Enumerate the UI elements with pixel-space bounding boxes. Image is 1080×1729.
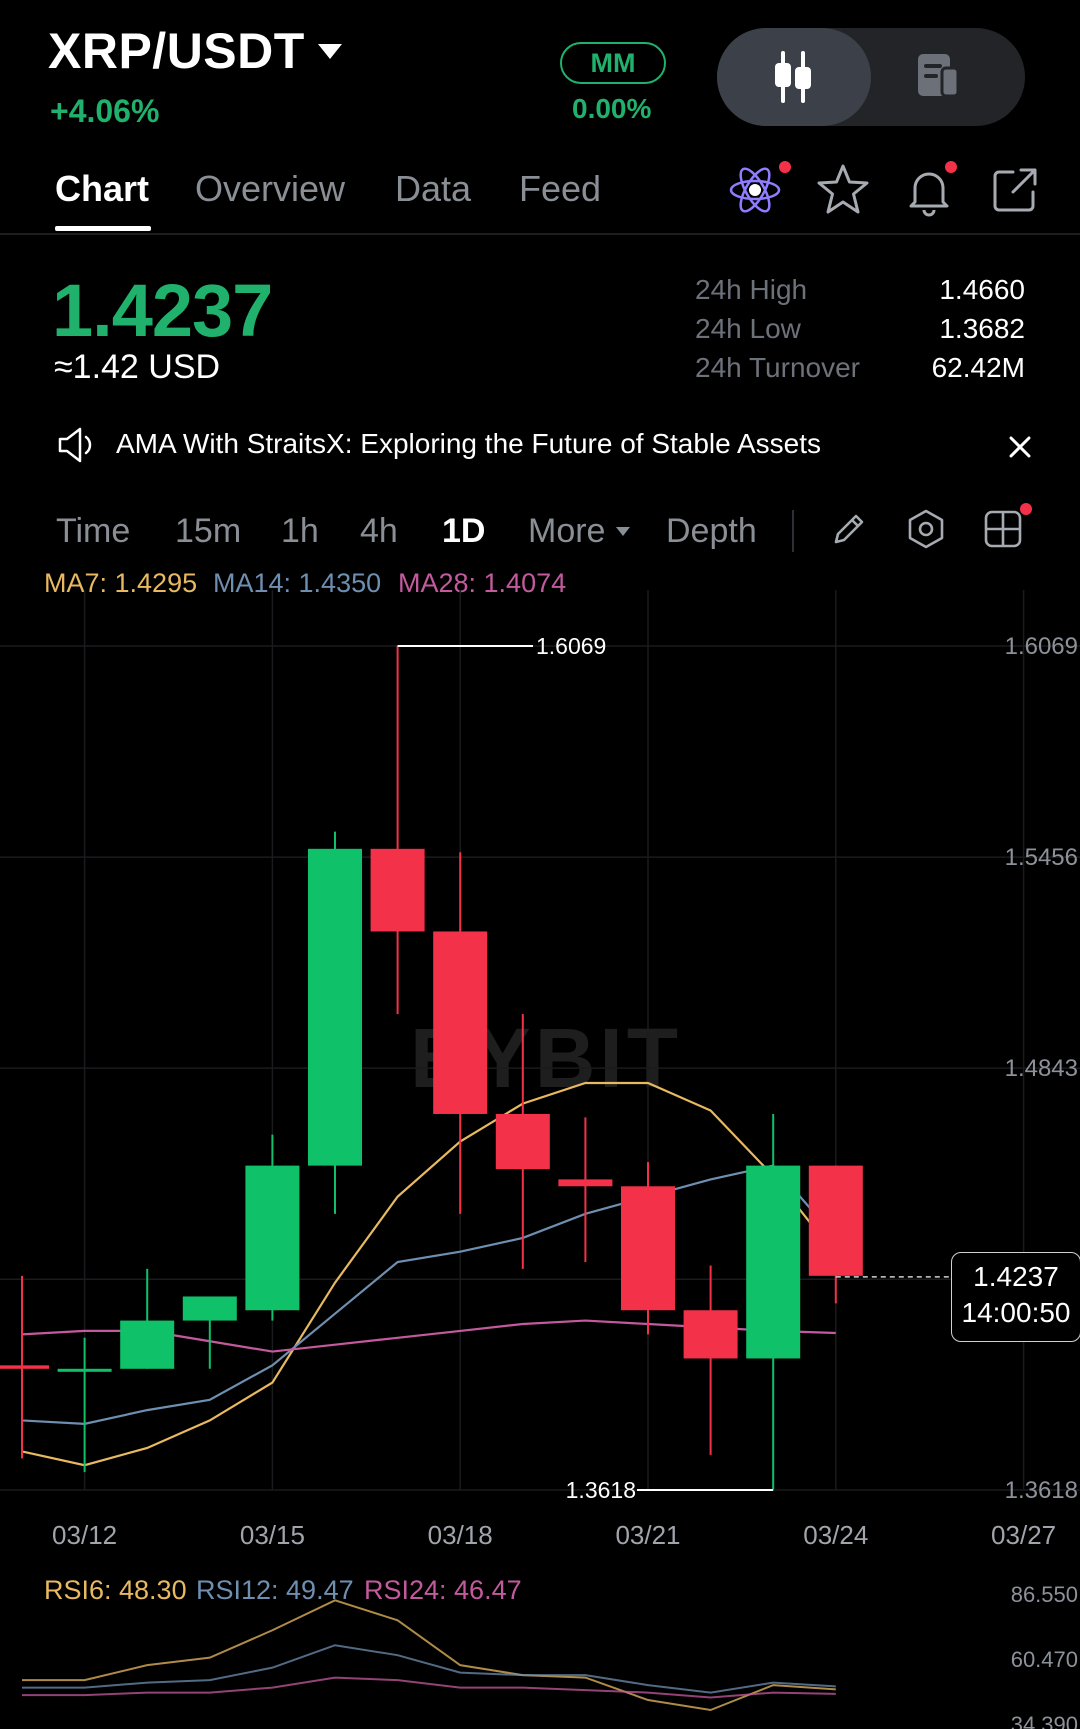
mm-badge[interactable]: MM xyxy=(560,42,666,84)
settings-hex-icon[interactable] xyxy=(905,508,947,555)
tab-chart[interactable]: Chart xyxy=(55,168,150,209)
atom-icon[interactable] xyxy=(727,162,783,218)
candle-up xyxy=(120,1320,175,1369)
candle-up xyxy=(182,1296,237,1321)
candlestick-chart[interactable]: 1.6069 1.3618 1.6069 1.5456 1.4843 1.3618 03/… xyxy=(0,590,1080,1729)
rsi6-line xyxy=(22,1599,836,1712)
current-price-box: 1.4237 14:00:50 xyxy=(951,1252,1080,1342)
stat-label-low: 24h Low xyxy=(695,313,801,344)
close-icon[interactable] xyxy=(1007,434,1033,465)
x-axis-label: 03/12 xyxy=(52,1520,117,1550)
x-axis-label: 03/18 xyxy=(428,1520,493,1550)
candle-countdown: 14:00:50 xyxy=(961,1297,1071,1328)
last-price: 1.4237 xyxy=(52,269,273,352)
timeframe-1d[interactable]: 1D xyxy=(442,512,486,550)
pair-selector[interactable]: XRP/USDT xyxy=(48,23,305,79)
current-price-label: 1.4237 xyxy=(973,1261,1059,1292)
ma7-line xyxy=(21,1081,837,1467)
candle-down xyxy=(558,1179,613,1187)
y-axis-label: 1.6069 xyxy=(1005,633,1078,660)
tab-data[interactable]: Data xyxy=(395,168,472,209)
candle-down xyxy=(808,1165,863,1276)
share-icon[interactable] xyxy=(987,162,1043,218)
bell-icon[interactable] xyxy=(901,162,957,218)
stat-label-turnover: 24h Turnover xyxy=(695,352,860,383)
stat-value-high: 1.4660 xyxy=(939,274,1025,305)
pencil-icon[interactable] xyxy=(828,508,870,555)
document-icon xyxy=(918,54,960,98)
x-axis-label: 03/21 xyxy=(615,1520,680,1550)
depth-button[interactable]: Depth xyxy=(666,512,757,550)
stat-value-turnover: 62.42M xyxy=(931,352,1025,383)
stat-label-high: 24h High xyxy=(695,274,808,305)
rsi-axis-label: 60.470 xyxy=(1011,1647,1078,1672)
notification-dot xyxy=(1020,503,1032,515)
ma14-legend: MA14: 1.4350 xyxy=(213,568,382,598)
rsi-axis-label: 34.390 xyxy=(1011,1712,1078,1729)
active-tab-indicator xyxy=(55,226,151,231)
tab-feed[interactable]: Feed xyxy=(519,168,602,209)
candle-up xyxy=(746,1165,801,1359)
x-axis-label: 03/24 xyxy=(803,1520,868,1550)
candle-up xyxy=(245,1165,300,1311)
ma7-legend: MA7: 1.4295 xyxy=(44,568,198,598)
stat-value-low: 1.3682 xyxy=(939,313,1025,344)
x-axis-label: 03/15 xyxy=(240,1520,305,1550)
notification-dot xyxy=(945,161,957,173)
timeframe-more[interactable]: More xyxy=(528,512,606,550)
ma28-legend: MA28: 1.4074 xyxy=(398,568,567,598)
price-change-percent: +4.06% xyxy=(50,93,160,129)
tabs-divider xyxy=(0,233,1080,235)
timeframe-4h[interactable]: 4h xyxy=(360,512,398,550)
tab-overview[interactable]: Overview xyxy=(195,168,346,209)
rsi12-line xyxy=(22,1644,836,1694)
mm-value: 0.00% xyxy=(572,93,652,124)
x-axis-label: 03/27 xyxy=(991,1520,1056,1550)
y-axis-label: 1.3618 xyxy=(1005,1477,1078,1504)
caret-down-icon[interactable] xyxy=(318,44,342,59)
layout-grid-icon[interactable] xyxy=(982,508,1024,555)
ma14-line xyxy=(21,1164,837,1425)
rsi-axis-label: 86.550 xyxy=(1011,1582,1078,1607)
candle-down xyxy=(621,1186,675,1311)
candle-up xyxy=(308,848,362,1166)
usd-price: ≈1.42 USD xyxy=(54,348,221,386)
candle-down xyxy=(495,1113,550,1170)
low-annotation-label: 1.3618 xyxy=(566,1477,636,1503)
rsi24-line xyxy=(22,1676,836,1699)
toolbar-divider xyxy=(792,510,794,552)
high-annotation-label: 1.6069 xyxy=(536,633,606,659)
y-axis-label: 1.4843 xyxy=(1005,1055,1078,1082)
more-caret-icon xyxy=(616,527,630,536)
candle-up xyxy=(57,1368,112,1372)
timeframe-1h[interactable]: 1h xyxy=(281,512,319,550)
candle-down xyxy=(0,1365,49,1369)
candlestick-view-button[interactable] xyxy=(717,28,871,126)
rsi6-legend: RSI6: 48.30 xyxy=(44,1575,187,1605)
candle-down xyxy=(683,1310,738,1359)
notification-dot xyxy=(779,161,791,173)
document-view-button[interactable] xyxy=(912,50,964,102)
y-axis-label: 1.5456 xyxy=(1005,844,1078,871)
speaker-icon xyxy=(56,424,96,471)
rsi12-legend: RSI12: 49.47 xyxy=(196,1575,354,1605)
candle-down xyxy=(433,931,488,1114)
timeframe-15m[interactable]: 15m xyxy=(175,512,242,550)
candlestick-icon xyxy=(775,51,811,103)
candle-down xyxy=(370,848,425,932)
timeframe-time[interactable]: Time xyxy=(56,512,131,550)
announcement-text[interactable]: AMA With StraitsX: Exploring the Future … xyxy=(116,428,821,459)
rsi24-legend: RSI24: 46.47 xyxy=(364,1575,522,1605)
star-icon[interactable] xyxy=(815,162,871,218)
